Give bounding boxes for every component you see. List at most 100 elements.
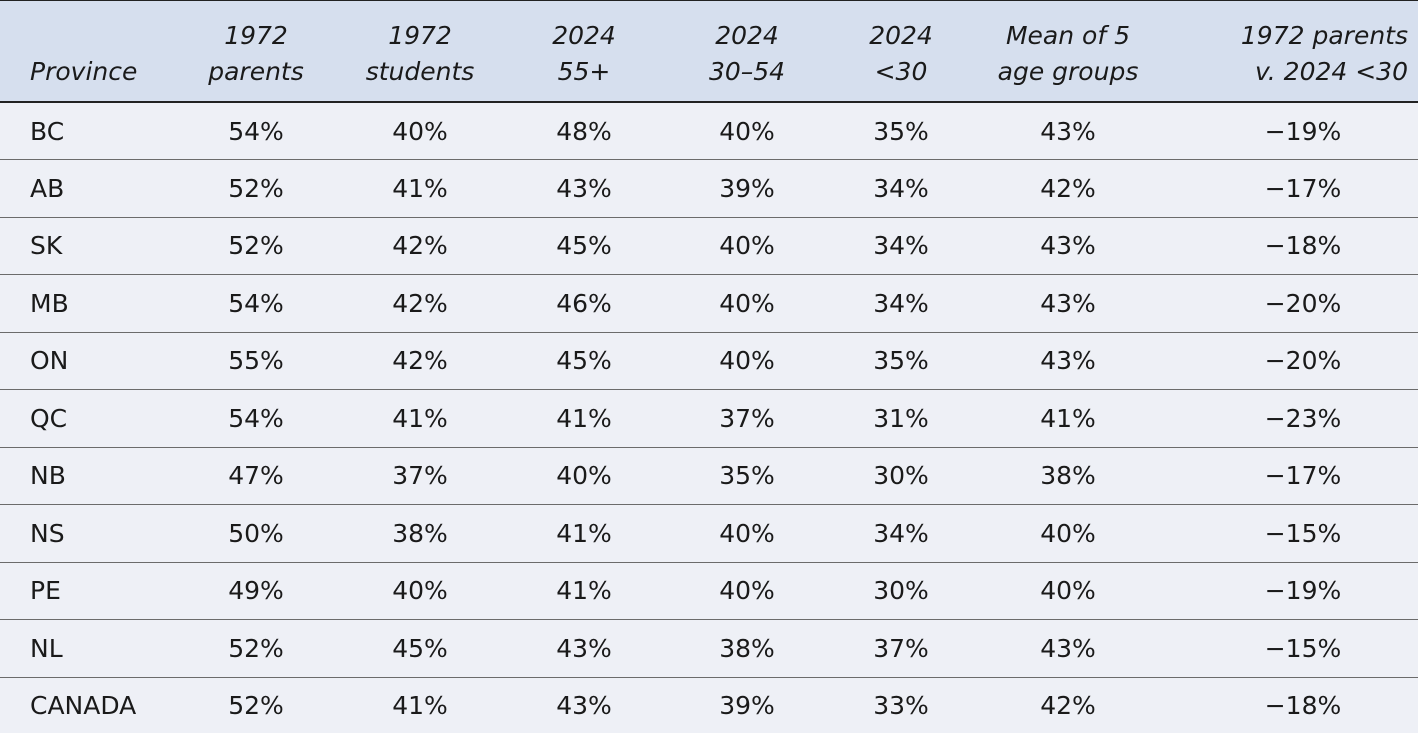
table-row: CANADA 52% 41% 43% 39% 33% 42% −18%	[0, 677, 1418, 733]
column-header-line: Mean of 5	[1005, 21, 1130, 50]
value-cell: 41%	[342, 677, 498, 733]
column-header-line: Province	[30, 57, 138, 86]
column-header-line: 1972	[224, 21, 288, 50]
value-cell: 49%	[170, 562, 342, 620]
column-header-line: 2024	[552, 21, 616, 50]
column-header: 1972 parents v. 2024 <30	[1158, 1, 1418, 103]
column-header-line: age groups	[997, 57, 1139, 86]
table-row: NB 47% 37% 40% 35% 30% 38% −17%	[0, 447, 1418, 505]
value-cell: 34%	[824, 274, 978, 333]
value-cell: 37%	[824, 619, 978, 678]
value-cell: −18%	[1158, 217, 1418, 275]
value-cell: 54%	[170, 274, 342, 333]
value-cell: 40%	[670, 562, 824, 620]
province-cell: BC	[0, 102, 170, 160]
value-cell: 45%	[498, 217, 670, 275]
value-cell: 35%	[824, 102, 978, 160]
province-cell: MB	[0, 274, 170, 333]
value-cell: −20%	[1158, 274, 1418, 333]
value-cell: −15%	[1158, 619, 1418, 678]
column-header-line: v. 2024 <30	[1255, 57, 1408, 86]
value-cell: 40%	[670, 504, 824, 563]
table-row: NS 50% 38% 41% 40% 34% 40% −15%	[0, 504, 1418, 563]
value-cell: 40%	[342, 562, 498, 620]
value-cell: 41%	[498, 389, 670, 448]
province-cell: NL	[0, 619, 170, 678]
value-cell: 41%	[342, 389, 498, 448]
value-cell: 33%	[824, 677, 978, 733]
value-cell: 43%	[498, 159, 670, 218]
column-header-line: 30–54	[708, 57, 786, 86]
value-cell: 39%	[670, 159, 824, 218]
column-header: Mean of 5 age groups	[978, 1, 1158, 103]
value-cell: 40%	[670, 102, 824, 160]
value-cell: 43%	[498, 619, 670, 678]
value-cell: −15%	[1158, 504, 1418, 563]
table-row: BC 54% 40% 48% 40% 35% 43% −19%	[0, 102, 1418, 160]
value-cell: 37%	[342, 447, 498, 505]
value-cell: 40%	[498, 447, 670, 505]
value-cell: 47%	[170, 447, 342, 505]
value-cell: 34%	[824, 504, 978, 563]
column-header-line: 2024	[869, 21, 933, 50]
value-cell: 46%	[498, 274, 670, 333]
header-row: Province 1972 parents 1972 students 2024 55+ 20…	[0, 1, 1418, 103]
value-cell: 45%	[498, 332, 670, 390]
value-cell: 52%	[170, 217, 342, 275]
value-cell: 40%	[670, 217, 824, 275]
column-header-line: <30	[874, 57, 928, 86]
table-body: BC 54% 40% 48% 40% 35% 43% −19% AB 52% 41% 43% 39% 34…	[0, 102, 1418, 733]
province-cell: NB	[0, 447, 170, 505]
value-cell: 34%	[824, 217, 978, 275]
value-cell: 42%	[978, 677, 1158, 733]
table-row: MB 54% 42% 46% 40% 34% 43% −20%	[0, 274, 1418, 333]
value-cell: 42%	[342, 217, 498, 275]
value-cell: 41%	[342, 159, 498, 218]
value-cell: 43%	[978, 619, 1158, 678]
value-cell: −18%	[1158, 677, 1418, 733]
column-header-line: 1972 parents	[1240, 21, 1408, 50]
value-cell: 54%	[170, 102, 342, 160]
value-cell: 41%	[498, 562, 670, 620]
province-cell: AB	[0, 159, 170, 218]
column-header: 2024 <30	[824, 1, 978, 103]
value-cell: 52%	[170, 677, 342, 733]
column-header: Province	[0, 1, 170, 103]
column-header: 2024 55+	[498, 1, 670, 103]
column-header-line: 55+	[557, 57, 611, 86]
column-header-line: 1972	[388, 21, 452, 50]
value-cell: 43%	[978, 102, 1158, 160]
column-header-line: 2024	[715, 21, 779, 50]
value-cell: 34%	[824, 159, 978, 218]
value-cell: 43%	[498, 677, 670, 733]
value-cell: 39%	[670, 677, 824, 733]
column-header: 1972 students	[342, 1, 498, 103]
value-cell: 41%	[978, 389, 1158, 448]
value-cell: 52%	[170, 159, 342, 218]
value-cell: −23%	[1158, 389, 1418, 448]
value-cell: 42%	[978, 159, 1158, 218]
province-cell: QC	[0, 389, 170, 448]
value-cell: −19%	[1158, 102, 1418, 160]
table-row: AB 52% 41% 43% 39% 34% 42% −17%	[0, 159, 1418, 218]
value-cell: 43%	[978, 274, 1158, 333]
value-cell: 40%	[670, 332, 824, 390]
value-cell: 31%	[824, 389, 978, 448]
value-cell: −17%	[1158, 447, 1418, 505]
table-row: ON 55% 42% 45% 40% 35% 43% −20%	[0, 332, 1418, 390]
value-cell: 38%	[670, 619, 824, 678]
value-cell: 38%	[978, 447, 1158, 505]
table-row: NL 52% 45% 43% 38% 37% 43% −15%	[0, 619, 1418, 678]
province-cell: SK	[0, 217, 170, 275]
value-cell: 30%	[824, 447, 978, 505]
value-cell: 52%	[170, 619, 342, 678]
value-cell: 55%	[170, 332, 342, 390]
value-cell: 35%	[670, 447, 824, 505]
column-header: 1972 parents	[170, 1, 342, 103]
value-cell: 40%	[342, 102, 498, 160]
value-cell: 48%	[498, 102, 670, 160]
province-cell: CANADA	[0, 677, 170, 733]
table-row: SK 52% 42% 45% 40% 34% 43% −18%	[0, 217, 1418, 275]
